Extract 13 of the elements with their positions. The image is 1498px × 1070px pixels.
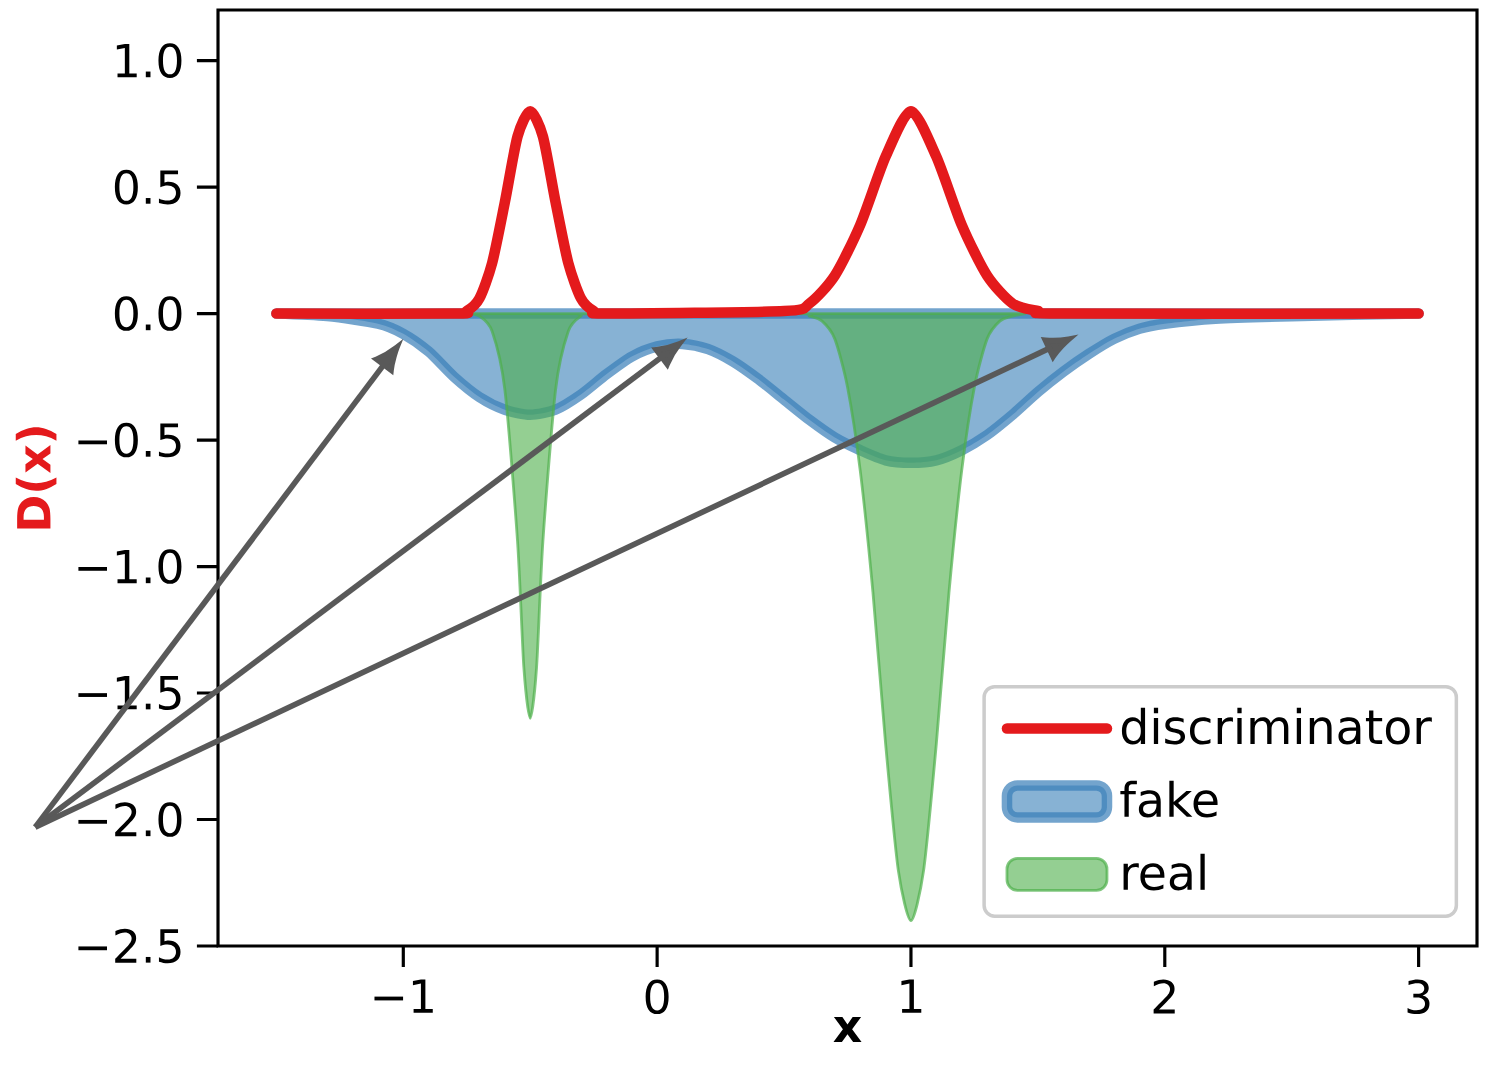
y-tick-label: 0.5 [114,169,181,205]
x-tick-label: 1 [901,979,922,1013]
x-tick-label: −1 [374,979,433,1013]
legend-label: discriminator [1121,707,1432,745]
legend-label: fake [1120,780,1218,818]
y-tick-label: 1.0 [116,43,182,78]
legend-label: real [1123,853,1205,891]
y-tick-label: −2.5 [78,928,181,964]
x-axis-title: x [833,1017,862,1043]
y-tick-label: 0.0 [114,296,182,331]
x-tick-label: 3 [1407,979,1430,1015]
x-tick-label: 0 [645,979,669,1015]
x-tick-label: 2 [1153,979,1175,1014]
